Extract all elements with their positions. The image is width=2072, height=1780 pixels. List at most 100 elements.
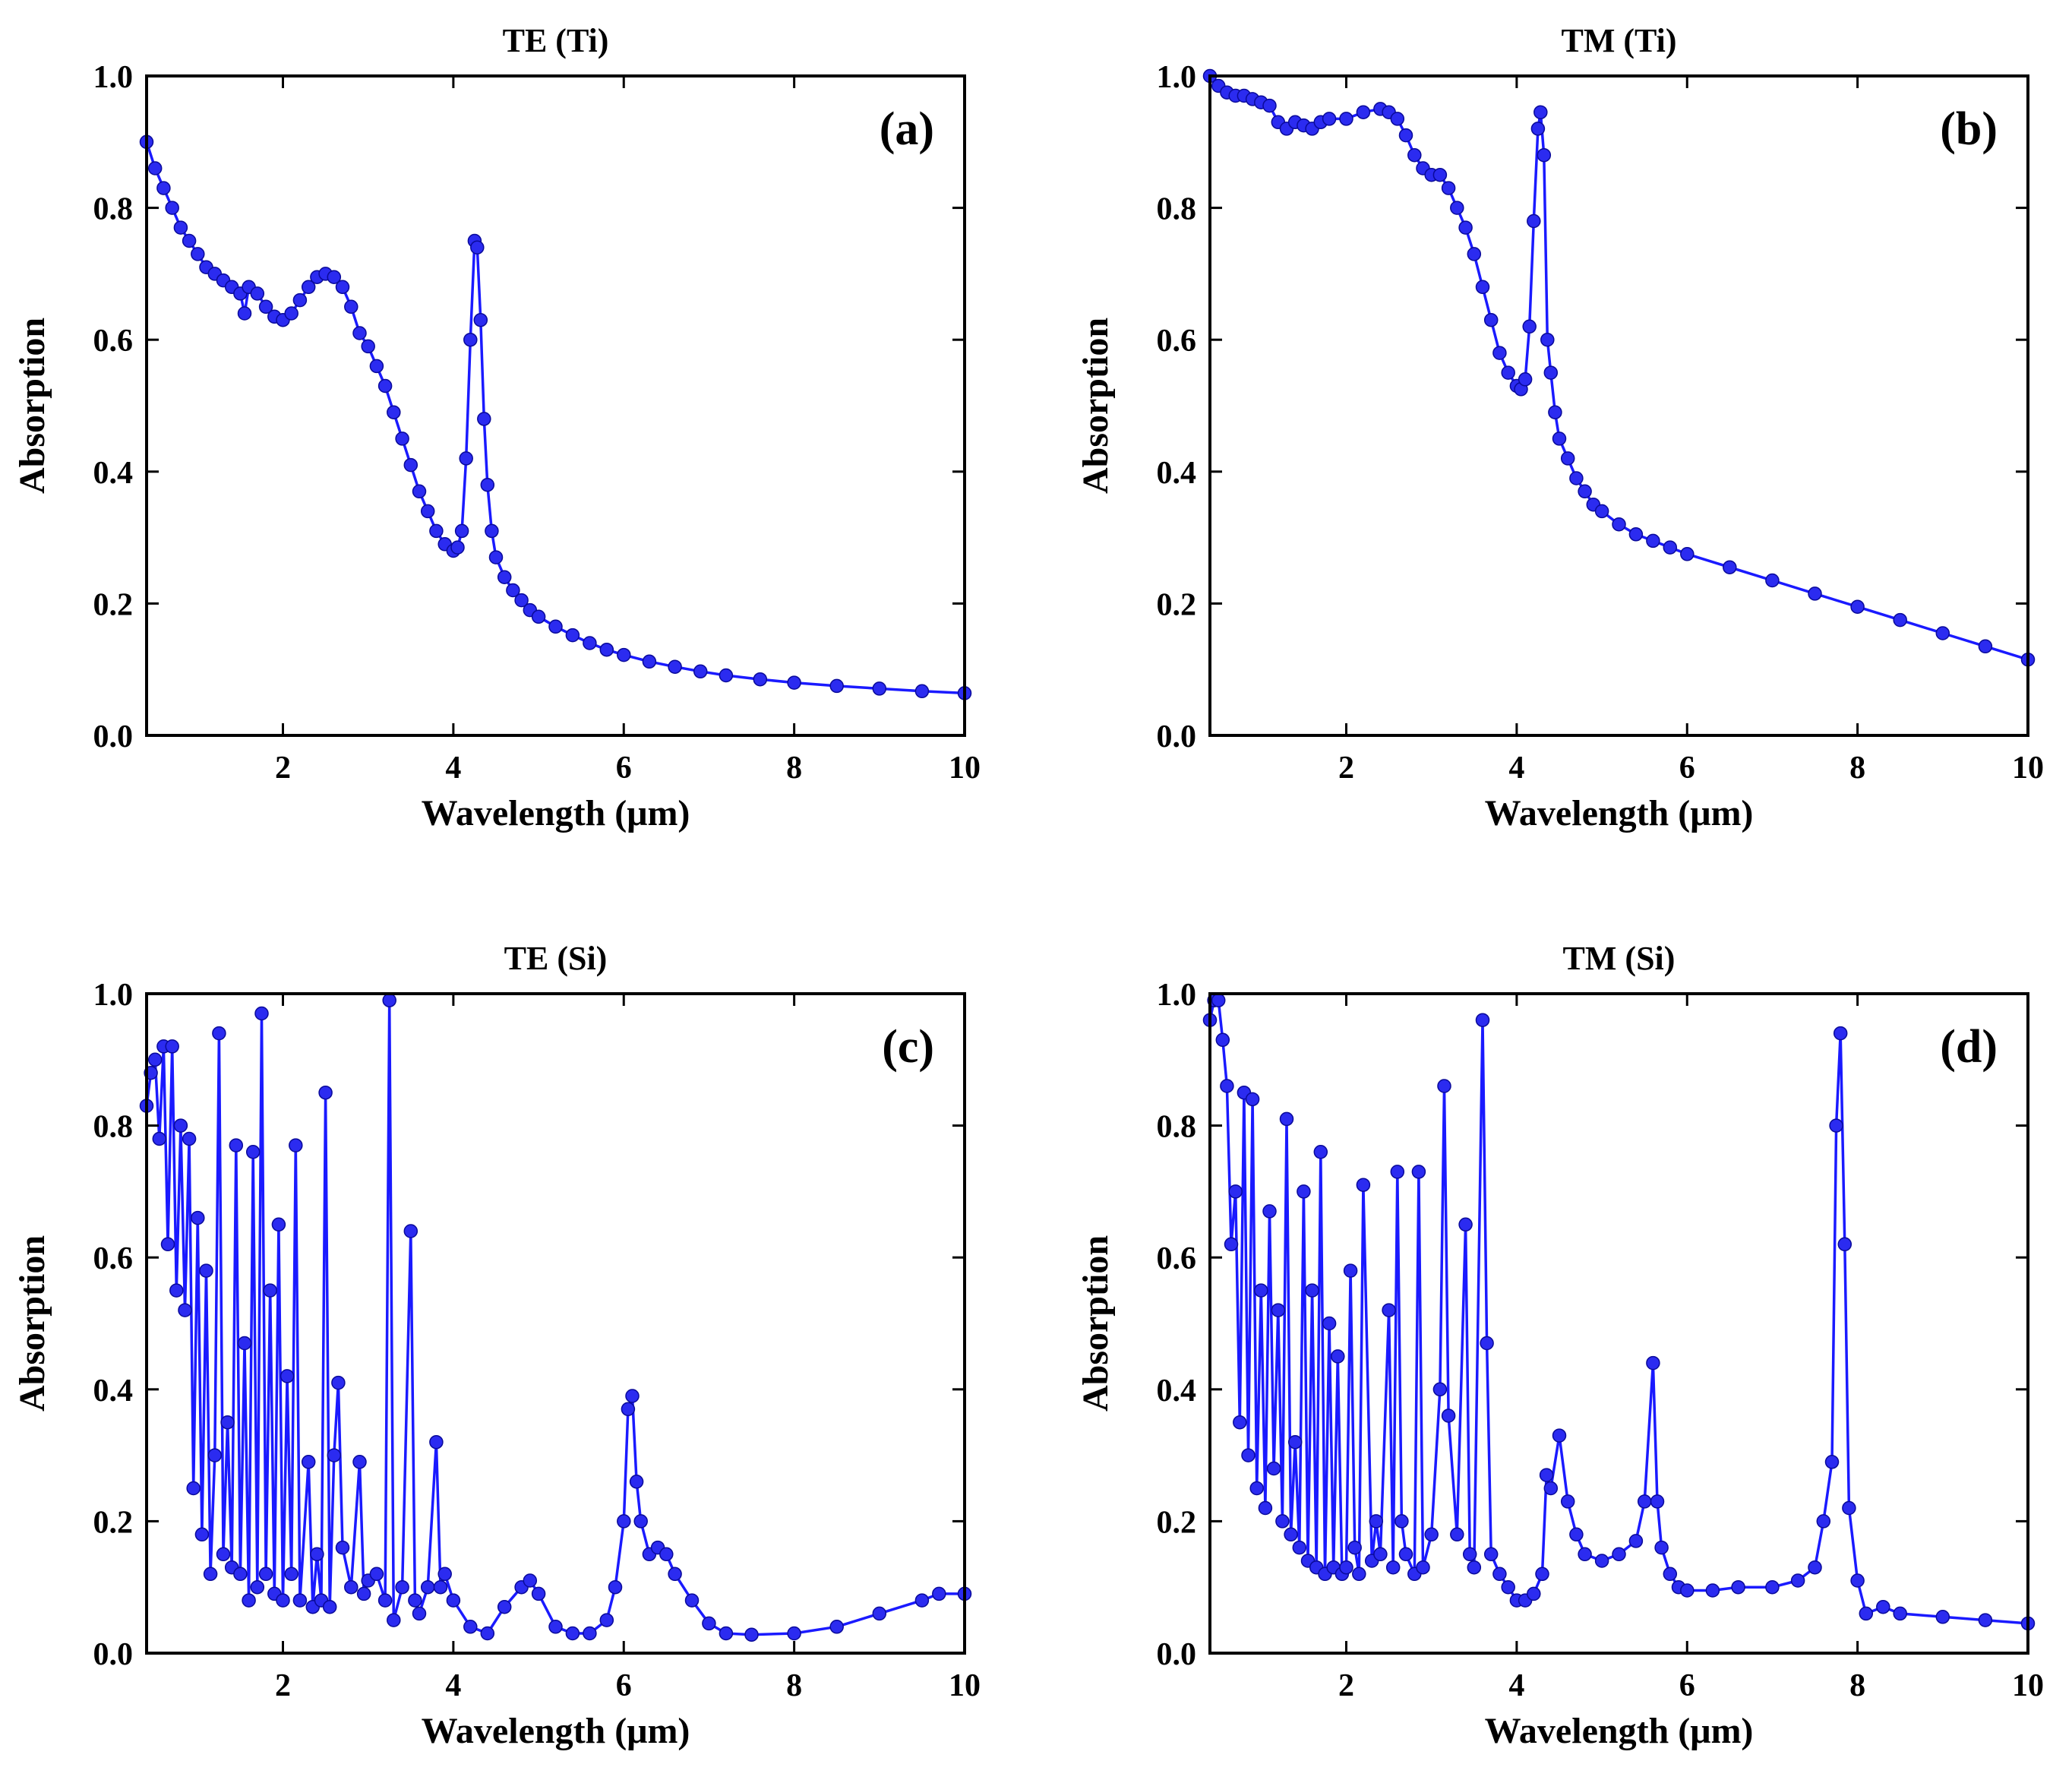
data-point (485, 523, 499, 539)
data-point (1816, 1514, 1831, 1529)
data-point (1637, 1494, 1652, 1509)
data-point (514, 593, 529, 608)
x-tick-label: 8 (786, 751, 802, 786)
data-point (599, 1613, 614, 1627)
data-point (872, 1606, 887, 1621)
data-point (1483, 1547, 1499, 1562)
data-point (250, 1579, 265, 1595)
data-point (1594, 1554, 1609, 1568)
data-point (1275, 1514, 1290, 1529)
data-point (1347, 1540, 1362, 1555)
data-point (194, 1527, 210, 1542)
y-tick-label: 0.4 (93, 1374, 134, 1409)
data-point (1483, 312, 1499, 327)
data-point (335, 1540, 350, 1555)
y-axis-label: Absorption (12, 318, 52, 494)
data-point (1808, 1560, 1822, 1575)
data-point (1530, 122, 1546, 136)
data-point (254, 1006, 269, 1021)
data-point (1654, 1540, 1669, 1555)
data-point (1262, 98, 1277, 113)
data-point (1233, 1415, 1247, 1430)
data-point (1385, 1560, 1401, 1575)
data-point (178, 1303, 192, 1317)
data-point (412, 1606, 427, 1621)
data-point (702, 1616, 716, 1631)
data-point (1441, 1409, 1456, 1423)
data-point (382, 993, 396, 1007)
data-point (497, 1599, 512, 1614)
data-point (1215, 1032, 1230, 1048)
data-point (352, 1455, 367, 1469)
data-point (1437, 1079, 1451, 1093)
data-point (1254, 1283, 1268, 1298)
data-point (1663, 540, 1678, 555)
data-point (258, 1567, 273, 1582)
x-tick-label: 6 (616, 751, 632, 786)
x-tick-label: 8 (1849, 751, 1865, 786)
data-point (1552, 432, 1567, 446)
data-point (429, 1434, 444, 1450)
data-point (1594, 504, 1609, 519)
data-point (1450, 1527, 1464, 1542)
data-point (1262, 1204, 1277, 1219)
data-point (1475, 280, 1490, 295)
x-tick-label: 8 (1849, 1668, 1865, 1703)
y-tick-label: 0.6 (1157, 324, 1197, 359)
data-point (1765, 573, 1780, 588)
data-point (621, 1402, 636, 1417)
panel-title: TE (Ti) (503, 22, 609, 59)
data-point (1394, 1514, 1409, 1529)
data-point (182, 233, 197, 248)
chart-panel-1: TE (Ti) 2 4 6 8 10 0.0 0.2 0.4 0.6 0.8 1.0 Wavelengt… (12, 22, 981, 833)
data-point (1450, 201, 1464, 215)
data-point (608, 1579, 623, 1595)
data-point (301, 280, 316, 295)
panel-letter: (c) (882, 1021, 934, 1073)
data-point (488, 550, 504, 564)
data-point (1552, 1428, 1567, 1443)
data-point (1540, 332, 1555, 347)
y-tick-label: 0.2 (93, 1505, 134, 1540)
data-point (753, 672, 768, 687)
data-point (1543, 365, 1559, 380)
data-point (477, 412, 491, 426)
data-point (1543, 1481, 1559, 1496)
data-point (473, 312, 488, 327)
x-tick-label: 10 (949, 751, 981, 786)
data-point (335, 280, 350, 295)
data-point (548, 619, 563, 634)
data-point (1271, 1303, 1286, 1317)
data-point (165, 201, 179, 215)
x-tick-label: 4 (1508, 751, 1524, 786)
data-point (787, 1626, 801, 1641)
data-point (156, 181, 171, 195)
data-point (356, 1586, 371, 1601)
data-point (318, 1085, 333, 1100)
data-point (1578, 484, 1592, 499)
data-point (1833, 1026, 1848, 1041)
data-point (932, 1586, 946, 1601)
data-point (1382, 1303, 1396, 1317)
y-tick-label: 1.0 (1157, 60, 1197, 95)
data-point (233, 1567, 248, 1582)
data-point (668, 659, 682, 674)
data-point (523, 1573, 538, 1588)
data-point (1475, 1013, 1490, 1027)
y-tick-label: 0.2 (93, 587, 134, 622)
y-tick-label: 0.8 (93, 1110, 134, 1145)
data-point (237, 1336, 252, 1351)
data-point (173, 220, 188, 235)
data-point (1680, 1583, 1695, 1598)
data-point (1322, 112, 1337, 126)
data-point (1837, 1237, 1852, 1252)
data-point (599, 642, 614, 657)
data-point (1569, 471, 1584, 485)
data-point (169, 1283, 184, 1298)
data-point (403, 1224, 419, 1238)
x-tick-label: 2 (275, 1668, 291, 1703)
data-point (1646, 1355, 1660, 1371)
data-point (1297, 1184, 1311, 1199)
data-point (242, 1593, 256, 1608)
y-tick-label: 0.0 (93, 1637, 134, 1672)
